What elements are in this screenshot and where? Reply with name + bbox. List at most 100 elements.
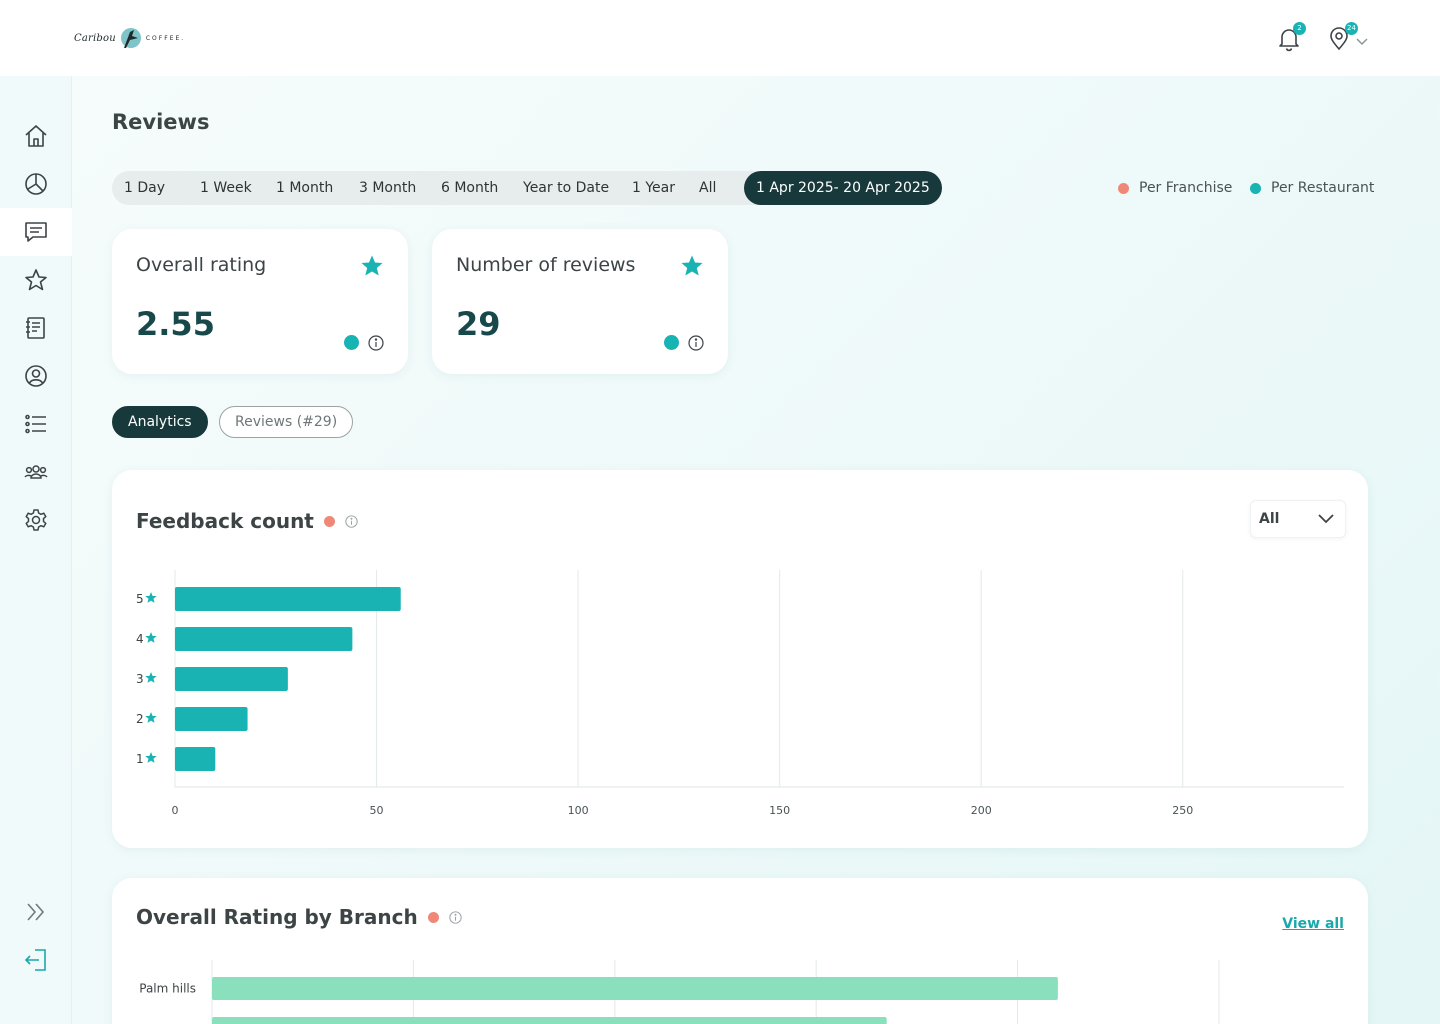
kpi-title: Number of reviews: [456, 254, 636, 276]
sidebar-item-profile[interactable]: [0, 352, 72, 400]
branch-rating-panel: Overall Rating by Branch View all Palm h…: [112, 878, 1368, 1024]
branch-rating-chart: Palm hills: [139, 960, 1220, 1024]
info-icon[interactable]: [449, 910, 462, 924]
sidebar: [0, 76, 72, 1024]
chevron-down-icon: [1318, 514, 1334, 524]
x-tick-label: 50: [370, 804, 384, 817]
legend-restaurant-label: Per Restaurant: [1271, 180, 1375, 196]
bar[interactable]: [212, 1017, 887, 1024]
logo-word-text: COFFEE.: [145, 34, 186, 42]
x-tick-label: 150: [769, 804, 790, 817]
view-all-link[interactable]: View all: [1282, 916, 1344, 932]
bar[interactable]: [175, 667, 288, 691]
sidebar-item-team[interactable]: [0, 448, 72, 496]
notifications-button[interactable]: 2: [1274, 22, 1306, 54]
logo-script-text: Caribou: [74, 32, 116, 44]
range-1-week[interactable]: 1 Week: [200, 180, 252, 196]
star-icon: [145, 592, 157, 603]
range-all[interactable]: All: [699, 180, 717, 196]
info-icon[interactable]: [688, 335, 704, 351]
time-range-selector: 1 Day 1 Week 1 Month 3 Month 6 Month Yea…: [112, 171, 942, 205]
sidebar-item-home[interactable]: [0, 112, 72, 160]
restaurant-indicator-dot: [664, 335, 679, 350]
star-icon: [145, 752, 157, 763]
sidebar-item-reviews[interactable]: [0, 208, 72, 256]
runner-icon: [120, 28, 141, 48]
tab-analytics[interactable]: Analytics: [112, 406, 208, 438]
star-icon: [145, 672, 157, 683]
feedback-count-chart: 0 50 100 150 200 250 5 4 3 2 1: [136, 570, 1344, 817]
y-tick-label: 3: [136, 672, 144, 686]
range-1-month[interactable]: 1 Month: [276, 180, 334, 196]
kpi-value: 2.55: [136, 305, 215, 343]
y-tick-label: 1: [136, 752, 144, 766]
kpi-card-overall-rating: Overall rating 2.55: [112, 229, 408, 374]
range-year-to-date[interactable]: Year to Date: [523, 180, 610, 196]
y-tick-label: 5: [136, 592, 144, 606]
franchise-indicator-dot: [323, 515, 335, 527]
sidebar-expand-button[interactable]: [0, 888, 72, 936]
info-icon[interactable]: [345, 514, 358, 528]
x-tick-label: 200: [971, 804, 992, 817]
franchise-indicator-dot: [427, 911, 439, 923]
restaurant-color-dot: [1250, 182, 1261, 194]
x-tick-label: 0: [172, 804, 179, 817]
location-selector[interactable]: 24: [1324, 22, 1358, 54]
legend-per-franchise[interactable]: Per Franchise: [1118, 178, 1232, 198]
bar[interactable]: [175, 627, 353, 651]
range-custom-selected[interactable]: 1 Apr 2025- 20 Apr 2025: [744, 171, 942, 205]
bar[interactable]: [212, 977, 1058, 1000]
caribou-logo[interactable]: Caribou COFFEE.: [74, 22, 185, 54]
gear-icon: [25, 509, 47, 531]
logout-button[interactable]: [0, 936, 72, 984]
kpi-card-number-of-reviews: Number of reviews 29: [432, 229, 728, 374]
branch-panel-header: Overall Rating by Branch: [136, 905, 462, 929]
bar[interactable]: [175, 587, 401, 611]
x-tick-label: 250: [1172, 804, 1193, 817]
legend-franchise-label: Per Franchise: [1139, 180, 1233, 196]
star-icon: [25, 269, 47, 291]
bar[interactable]: [175, 707, 248, 731]
notifications-badge: 2: [1293, 22, 1306, 35]
franchise-color-dot: [1118, 182, 1129, 194]
branch-panel-title: Overall Rating by Branch: [136, 905, 418, 929]
range-3-month[interactable]: 3 Month: [359, 180, 417, 196]
expand-icon: [27, 903, 45, 921]
range-6-month[interactable]: 6 Month: [441, 180, 499, 196]
list-icon: [25, 414, 46, 434]
notebook-icon: [26, 317, 45, 339]
info-icon[interactable]: [368, 335, 384, 351]
feedback-panel-title: Feedback count: [136, 509, 314, 533]
top-bar: Caribou COFFEE. 2 24: [0, 0, 1440, 76]
star-icon: [145, 712, 157, 723]
user-circle-icon: [25, 365, 47, 387]
page-title: Reviews: [112, 110, 210, 134]
sidebar-item-favorites[interactable]: [0, 256, 72, 304]
logout-icon: [24, 949, 46, 971]
bar[interactable]: [175, 747, 216, 771]
team-icon: [24, 465, 48, 479]
y-tick-label: 4: [136, 632, 144, 646]
pie-chart-icon: [25, 173, 47, 195]
sidebar-item-settings[interactable]: [0, 496, 72, 544]
map-pin-icon: [1330, 27, 1348, 51]
range-1-year[interactable]: 1 Year: [632, 180, 675, 196]
range-1-day[interactable]: 1 Day: [124, 180, 166, 196]
locations-badge: 24: [1345, 22, 1358, 35]
feedback-filter-select[interactable]: All: [1250, 500, 1346, 538]
tab-reviews[interactable]: Reviews (#29): [219, 406, 354, 438]
restaurant-indicator-dot: [344, 335, 359, 350]
y-tick-label: Palm hills: [139, 982, 196, 996]
feedback-count-panel: Feedback count All 0 50 100 150 200 250 5 4 3 2 1: [112, 470, 1368, 848]
kpi-value: 29: [456, 305, 501, 343]
feedback-panel-header: Feedback count: [136, 509, 358, 533]
legend-per-restaurant[interactable]: Per Restaurant: [1250, 178, 1374, 198]
x-tick-label: 100: [568, 804, 589, 817]
star-filled-icon: [361, 255, 383, 276]
sidebar-item-dashboard[interactable]: [0, 160, 72, 208]
sidebar-item-menu-book[interactable]: [0, 304, 72, 352]
chevron-down-icon[interactable]: [1356, 38, 1368, 46]
y-tick-label: 2: [136, 712, 144, 726]
home-icon: [25, 125, 47, 147]
sidebar-item-list[interactable]: [0, 400, 72, 448]
